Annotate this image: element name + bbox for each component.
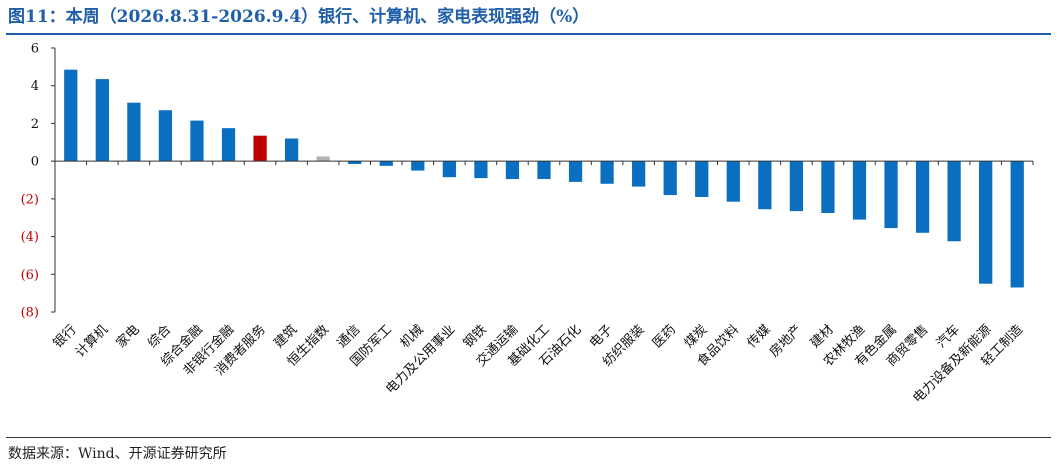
category-label: 家电	[113, 322, 143, 352]
bar-chart: 6420(2)(4)(6)(8)银行计算机 家电 综合综合金融非银行金融消费者服务建…	[21, 42, 1034, 406]
bar	[1010, 161, 1024, 288]
bar	[600, 161, 614, 184]
bar	[221, 128, 236, 162]
bar	[474, 161, 488, 179]
bar	[158, 110, 173, 162]
bar	[852, 161, 867, 220]
bar	[505, 161, 520, 180]
bar	[316, 156, 330, 162]
bar	[663, 161, 677, 196]
bar	[947, 161, 961, 242]
bar	[979, 161, 993, 284]
category-label: 计算机	[73, 322, 111, 360]
bar	[632, 161, 646, 187]
category-label: 房地产	[766, 322, 805, 361]
title-rule	[6, 33, 1051, 35]
bar	[95, 79, 109, 162]
bar	[190, 120, 204, 162]
source-note: 数据来源：Wind、开源证券研究所	[8, 446, 227, 462]
bar	[884, 161, 898, 229]
figure-title: 图11：本周（2026.8.31-2026.9.4）银行、计算机、家电表现强劲（…	[8, 7, 590, 27]
bar	[411, 161, 425, 171]
bar	[537, 161, 551, 180]
bar	[284, 138, 299, 162]
y-tick-label: 6	[31, 42, 39, 57]
bar	[253, 135, 267, 162]
category-label: 医药	[650, 322, 679, 351]
bar	[379, 161, 393, 166]
bar	[348, 161, 362, 164]
y-tick-label: 4	[31, 79, 39, 94]
bar	[442, 161, 456, 178]
y-tick-label: 0	[31, 155, 39, 170]
y-tick-label: (2)	[21, 192, 39, 207]
bottom-rule	[6, 437, 1051, 438]
bar	[695, 161, 709, 197]
y-tick-label: 2	[31, 117, 39, 132]
bar	[821, 161, 835, 213]
y-tick-label: (4)	[21, 230, 39, 245]
bar	[64, 69, 78, 162]
bar	[915, 161, 930, 233]
bar	[758, 161, 772, 210]
y-tick-label: (6)	[21, 268, 39, 283]
bar	[726, 161, 740, 202]
y-tick-label: (8)	[21, 306, 39, 321]
bar	[568, 161, 583, 182]
bar	[789, 161, 804, 212]
bar	[127, 102, 141, 162]
